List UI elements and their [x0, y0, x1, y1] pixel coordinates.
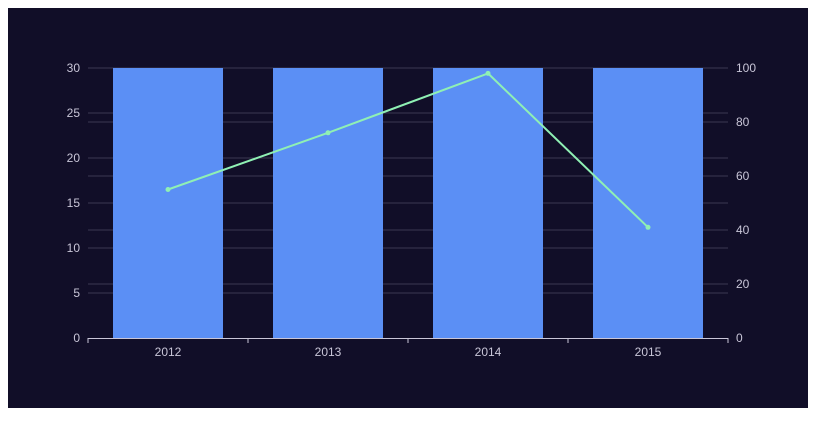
line-point-2013: [325, 130, 331, 136]
y-right-tick-label: 100: [736, 61, 756, 75]
y-right-tick-label: 40: [736, 223, 750, 237]
chart-panel: 2012 2013 2014 2015 0 5 10 15 20 25 30 0 20 40 60 80 100: [8, 8, 808, 408]
y-left-tick-label: 20: [67, 151, 81, 165]
y-right-tick-label: 0: [736, 331, 743, 345]
bar-2013: [273, 68, 383, 338]
line-point-2014: [485, 70, 491, 76]
line-point-2015: [645, 224, 651, 230]
axis-layer: 2012 2013 2014 2015 0 5 10 15 20 25 30 0 20 40 60 80 100: [67, 61, 757, 359]
y-right-tick-label: 60: [736, 169, 750, 183]
combo-chart: 2012 2013 2014 2015 0 5 10 15 20 25 30 0 20 40 60 80 100: [67, 61, 757, 359]
y-right-tick-label: 80: [736, 115, 750, 129]
y-left-tick-label: 15: [67, 196, 81, 210]
y-left-tick-label: 0: [73, 331, 80, 345]
x-tick-label: 2013: [315, 345, 342, 359]
x-tick-label: 2014: [475, 345, 502, 359]
x-tick-label: 2015: [635, 345, 662, 359]
y-left-tick-label: 5: [73, 286, 80, 300]
y-left-tick-label: 25: [67, 106, 81, 120]
bar-2012: [113, 68, 223, 338]
bar-layer: [113, 68, 703, 338]
y-right-tick-label: 20: [736, 277, 750, 291]
line-layer: [165, 70, 651, 230]
bar-2014: [433, 68, 543, 338]
line-series: [167, 72, 649, 229]
y-left-tick-label: 30: [67, 61, 81, 75]
y-left-tick-label: 10: [67, 241, 81, 255]
x-tick-label: 2012: [155, 345, 182, 359]
bar-2015: [593, 68, 703, 338]
line-point-2012: [165, 187, 171, 192]
